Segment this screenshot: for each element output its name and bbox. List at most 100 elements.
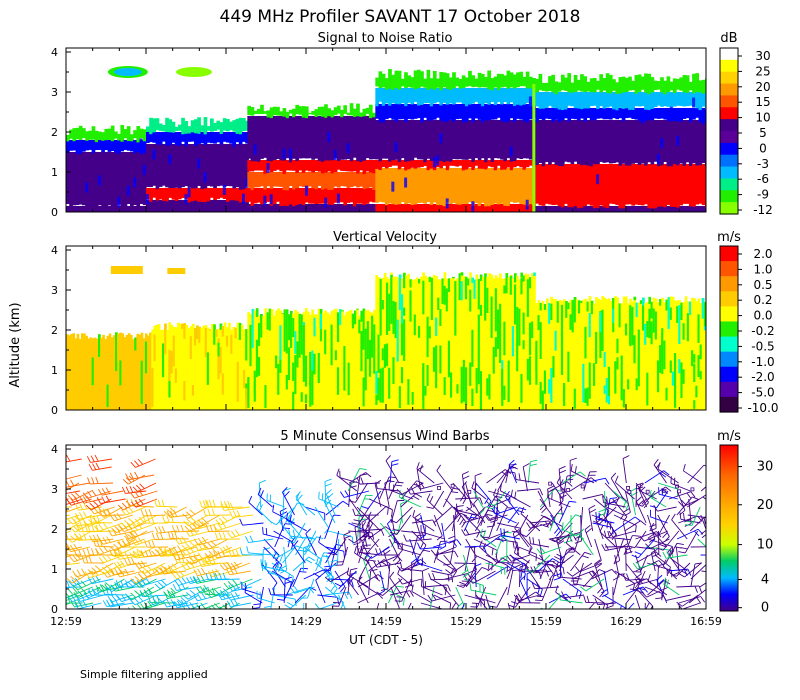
wind-barb-feather <box>472 481 474 488</box>
snr-cell <box>181 188 185 198</box>
snr-cell <box>491 104 495 120</box>
wind-barb-feather <box>369 560 376 561</box>
snr-cell <box>283 172 287 190</box>
wind-barb <box>561 547 574 560</box>
snr-cell <box>85 140 89 150</box>
wind-barb-feather <box>319 536 321 543</box>
snr-cell <box>635 206 639 212</box>
wind-barb-feather <box>586 528 591 532</box>
snr-cell <box>612 206 616 212</box>
snr-cell <box>619 108 623 118</box>
snr-cell <box>168 154 171 164</box>
wind-barb <box>403 603 411 621</box>
snr-cell <box>631 164 635 206</box>
snr-cell <box>220 144 224 186</box>
wind-barb-feather <box>46 522 50 528</box>
snr-cell <box>334 204 338 212</box>
colorbar-swatch <box>720 337 738 353</box>
wind-barb-feather <box>500 560 507 562</box>
wind-barb-feather <box>245 536 248 542</box>
snr-cell <box>343 172 347 187</box>
colorbar-swatch <box>720 178 738 190</box>
snr-cell <box>622 108 626 121</box>
wind-barb-feather <box>60 545 64 551</box>
snr-cell <box>200 144 204 189</box>
wind-barb-feather <box>75 504 78 510</box>
snr-cell <box>411 120 415 160</box>
snr-cell <box>462 160 466 170</box>
snr-cell <box>98 132 102 140</box>
snr-cell <box>548 164 552 204</box>
wind-barb-feather <box>571 464 572 471</box>
snr-cell <box>462 88 466 104</box>
snr-cell <box>430 104 434 121</box>
snr-cell <box>439 160 443 168</box>
snr-cell <box>580 164 584 208</box>
snr-cell <box>526 120 530 159</box>
snr-cell <box>188 187 191 197</box>
colorbar-swatch <box>720 321 738 337</box>
wind-barb-feather <box>406 591 410 597</box>
snr-cell <box>251 116 255 161</box>
snr-cell <box>283 108 287 117</box>
snr-cell <box>143 129 147 141</box>
snr-cell <box>510 88 514 102</box>
wind-barb-feather <box>585 552 592 554</box>
snr-cell <box>302 172 306 187</box>
wind-barb-feather <box>174 580 178 586</box>
wind-barb <box>519 515 528 532</box>
snr-cell <box>172 200 176 212</box>
snr-cell <box>375 120 379 159</box>
snr-cell <box>574 120 578 162</box>
y-tick-label: 2 <box>51 523 58 536</box>
calm-marker <box>438 486 441 489</box>
snr-cell <box>175 188 179 201</box>
snr-cell <box>545 108 549 119</box>
snr-cell <box>439 72 443 90</box>
snr-cell <box>356 172 360 187</box>
snr-cell <box>359 113 363 117</box>
snr-cell <box>181 118 185 134</box>
snr-cell <box>516 160 520 166</box>
snr-cell <box>395 168 399 205</box>
snr-cell <box>503 168 507 206</box>
snr-cell <box>455 78 459 87</box>
snr-cell <box>545 120 549 162</box>
snr-cell <box>529 77 533 89</box>
wind-barb <box>410 539 418 563</box>
snr-cell <box>181 144 185 187</box>
wind-barb-feather <box>451 492 458 493</box>
wind-barb-feather <box>56 509 60 515</box>
snr-cell <box>455 120 459 159</box>
wind-barb <box>462 487 474 507</box>
snr-cell <box>561 120 565 166</box>
snr-cell <box>555 206 559 212</box>
snr-cell <box>465 88 469 106</box>
wind-barb-feather <box>623 455 629 458</box>
wind-barb-feather <box>196 587 200 593</box>
snr-cell <box>446 73 450 89</box>
snr-cell <box>475 120 479 158</box>
snr-cell <box>567 73 571 92</box>
snr-cell <box>551 206 555 212</box>
snr-cell <box>273 204 277 212</box>
snr-cell <box>420 88 424 105</box>
snr-cell <box>420 168 424 203</box>
snr-cell <box>593 108 597 120</box>
snr-cell <box>519 168 523 204</box>
snr-cell <box>379 104 383 122</box>
snr-cell <box>465 120 469 160</box>
wind-barb-feather <box>422 568 428 571</box>
wind-barb <box>315 507 329 528</box>
colorbar-swatch <box>720 246 738 262</box>
snr-cell <box>558 92 562 110</box>
wind-barb-feather <box>655 598 662 599</box>
wind-barb-feather <box>67 455 70 461</box>
snr-cell <box>644 73 648 92</box>
snr-cell <box>407 160 411 169</box>
snr-cell <box>603 120 607 163</box>
snr-cell <box>299 172 303 186</box>
colorbar-swatch <box>720 167 738 179</box>
snr-cell <box>404 88 408 106</box>
wind-barb-feather <box>253 604 260 605</box>
